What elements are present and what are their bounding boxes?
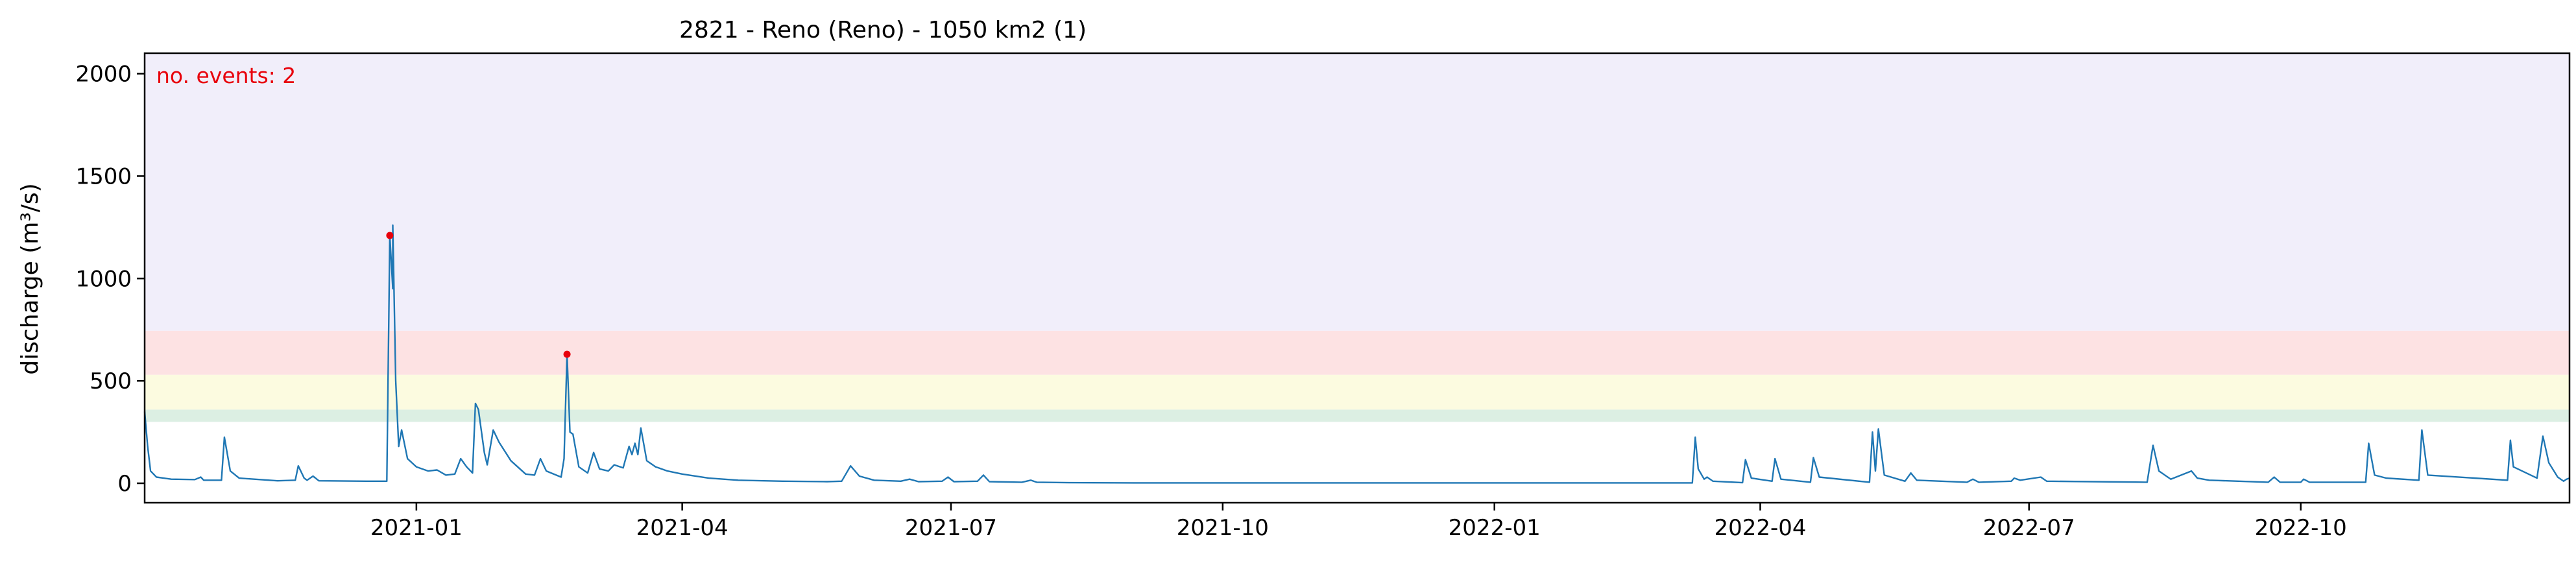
x-tick-label-7: 2022-10 (2255, 515, 2347, 541)
x-tick-label-6: 2022-07 (1983, 515, 2075, 541)
threshold-band-0 (145, 409, 2570, 422)
x-tick-label-2: 2021-07 (905, 515, 997, 541)
y-tick-label-4: 2000 (75, 62, 132, 88)
event-count-annotation: no. events: 2 (156, 63, 296, 88)
threshold-band-1 (145, 374, 2570, 410)
y-axis-label: discharge (m³/s) (17, 183, 43, 374)
x-tick-label-4: 2022-01 (1449, 515, 1541, 541)
y-tick-label-0: 0 (117, 471, 132, 497)
x-tick-label-0: 2021-01 (370, 515, 463, 541)
y-tick-label-1: 500 (90, 368, 132, 394)
threshold-bands (145, 53, 2570, 422)
y-axis: 0 500 1000 1500 2000 (75, 62, 145, 497)
threshold-band-3 (145, 53, 2570, 331)
x-tick-label-3: 2021-10 (1177, 515, 1269, 541)
discharge-series (143, 224, 2570, 484)
y-tick-label-3: 1500 (75, 163, 132, 189)
threshold-band-2 (145, 330, 2570, 375)
discharge-line-0 (143, 224, 2570, 484)
event-marker-0 (386, 232, 394, 239)
event-markers (386, 232, 571, 358)
x-tick-label-5: 2022-04 (1714, 515, 1806, 541)
x-axis: 2021-01 2021-04 2021-07 2021-10 2022-01 2022-… (370, 503, 2347, 541)
event-marker-1 (563, 350, 571, 358)
x-tick-label-1: 2021-04 (636, 515, 728, 541)
y-tick-label-2: 1000 (75, 266, 132, 292)
chart-title: 2821 - Reno (Reno) - 1050 km2 (1) (679, 17, 1087, 43)
